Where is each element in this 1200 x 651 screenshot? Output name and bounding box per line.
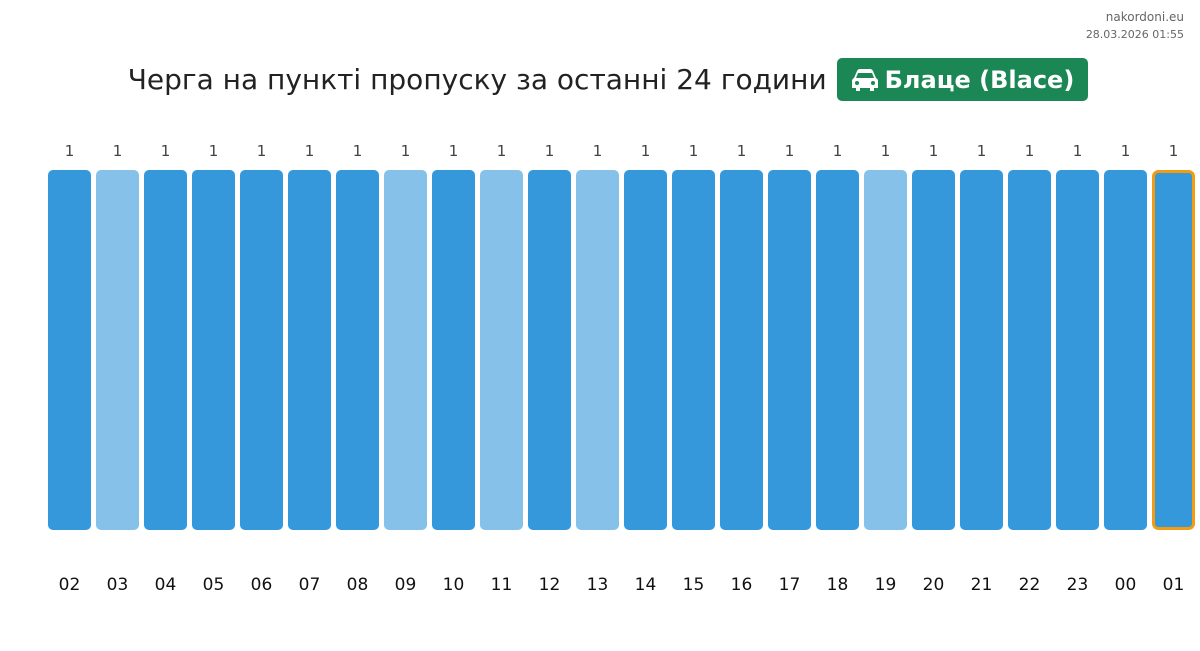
bar-17: [768, 170, 811, 530]
bar-03: [96, 170, 139, 530]
x-tick-label: 15: [683, 575, 705, 595]
data-label: 1: [689, 142, 699, 160]
bar-16: [720, 170, 763, 530]
data-label: 1: [1073, 142, 1083, 160]
data-label: 1: [1025, 142, 1035, 160]
bar-07: [288, 170, 331, 530]
header: Черга на пункті пропуску за останні 24 г…: [0, 58, 1200, 101]
data-label: 1: [1121, 142, 1131, 160]
bar-00: [1104, 170, 1147, 530]
x-tick-label: 19: [875, 575, 897, 595]
x-tick-label: 03: [107, 575, 129, 595]
data-label: 1: [113, 142, 123, 160]
bar-21: [960, 170, 1003, 530]
timestamp: 28.03.2026 01:55: [1085, 28, 1184, 41]
x-tick-label: 13: [587, 575, 609, 595]
data-label: 1: [353, 142, 363, 160]
data-label: 1: [449, 142, 459, 160]
x-tick-label: 17: [779, 575, 801, 595]
x-tick-label: 22: [1019, 575, 1041, 595]
data-label: 1: [161, 142, 171, 160]
data-label: 1: [497, 142, 507, 160]
x-tick-label: 01: [1163, 575, 1185, 595]
data-label: 1: [641, 142, 651, 160]
x-tick-label: 20: [923, 575, 945, 595]
x-tick-label: 12: [539, 575, 561, 595]
x-tick-label: 02: [59, 575, 81, 595]
x-tick-label: 08: [347, 575, 369, 595]
bar-14: [624, 170, 667, 530]
bar-13: [576, 170, 619, 530]
x-tick-label: 14: [635, 575, 657, 595]
badge-label: Блаце (Blace): [884, 65, 1075, 94]
site-name: nakordoni.eu: [1105, 10, 1184, 24]
x-tick-label: 04: [155, 575, 177, 595]
data-label: 1: [593, 142, 603, 160]
data-label: 1: [401, 142, 411, 160]
x-tick-label: 23: [1067, 575, 1089, 595]
x-tick-label: 07: [299, 575, 321, 595]
bar-19: [864, 170, 907, 530]
data-label: 1: [785, 142, 795, 160]
checkpoint-badge: Блаце (Blace): [836, 58, 1089, 101]
data-label: 1: [977, 142, 987, 160]
bar-01: [1152, 170, 1195, 530]
chart-title: Черга на пункті пропуску за останні 24 г…: [127, 63, 827, 96]
bar-10: [432, 170, 475, 530]
car-icon: [851, 68, 878, 91]
bar-22: [1008, 170, 1051, 530]
bar-23: [1056, 170, 1099, 530]
bar-18: [816, 170, 859, 530]
data-label: 1: [545, 142, 555, 160]
bar-12: [528, 170, 571, 530]
bar-15: [672, 170, 715, 530]
x-tick-label: 10: [443, 575, 465, 595]
x-tick-label: 06: [251, 575, 273, 595]
data-label: 1: [833, 142, 843, 160]
bar-09: [384, 170, 427, 530]
bar-08: [336, 170, 379, 530]
x-tick-label: 21: [971, 575, 993, 595]
brand-block: nakordoni.eu 28.03.2026 01:55: [1086, 9, 1184, 43]
bar-20: [912, 170, 955, 530]
x-tick-label: 11: [491, 575, 513, 595]
data-label: 1: [209, 142, 219, 160]
bar-04: [144, 170, 187, 530]
x-tick-label: 00: [1115, 575, 1137, 595]
data-label: 1: [881, 142, 891, 160]
x-tick-label: 18: [827, 575, 849, 595]
bar-06: [240, 170, 283, 530]
data-label: 1: [737, 142, 747, 160]
data-label: 1: [1169, 142, 1179, 160]
x-tick-label: 09: [395, 575, 417, 595]
data-label: 1: [65, 142, 75, 160]
data-label: 1: [305, 142, 315, 160]
data-label: 1: [929, 142, 939, 160]
x-tick-label: 16: [731, 575, 753, 595]
bar-02: [48, 170, 91, 530]
data-label: 1: [257, 142, 267, 160]
x-tick-label: 05: [203, 575, 225, 595]
bar-05: [192, 170, 235, 530]
bar-11: [480, 170, 523, 530]
